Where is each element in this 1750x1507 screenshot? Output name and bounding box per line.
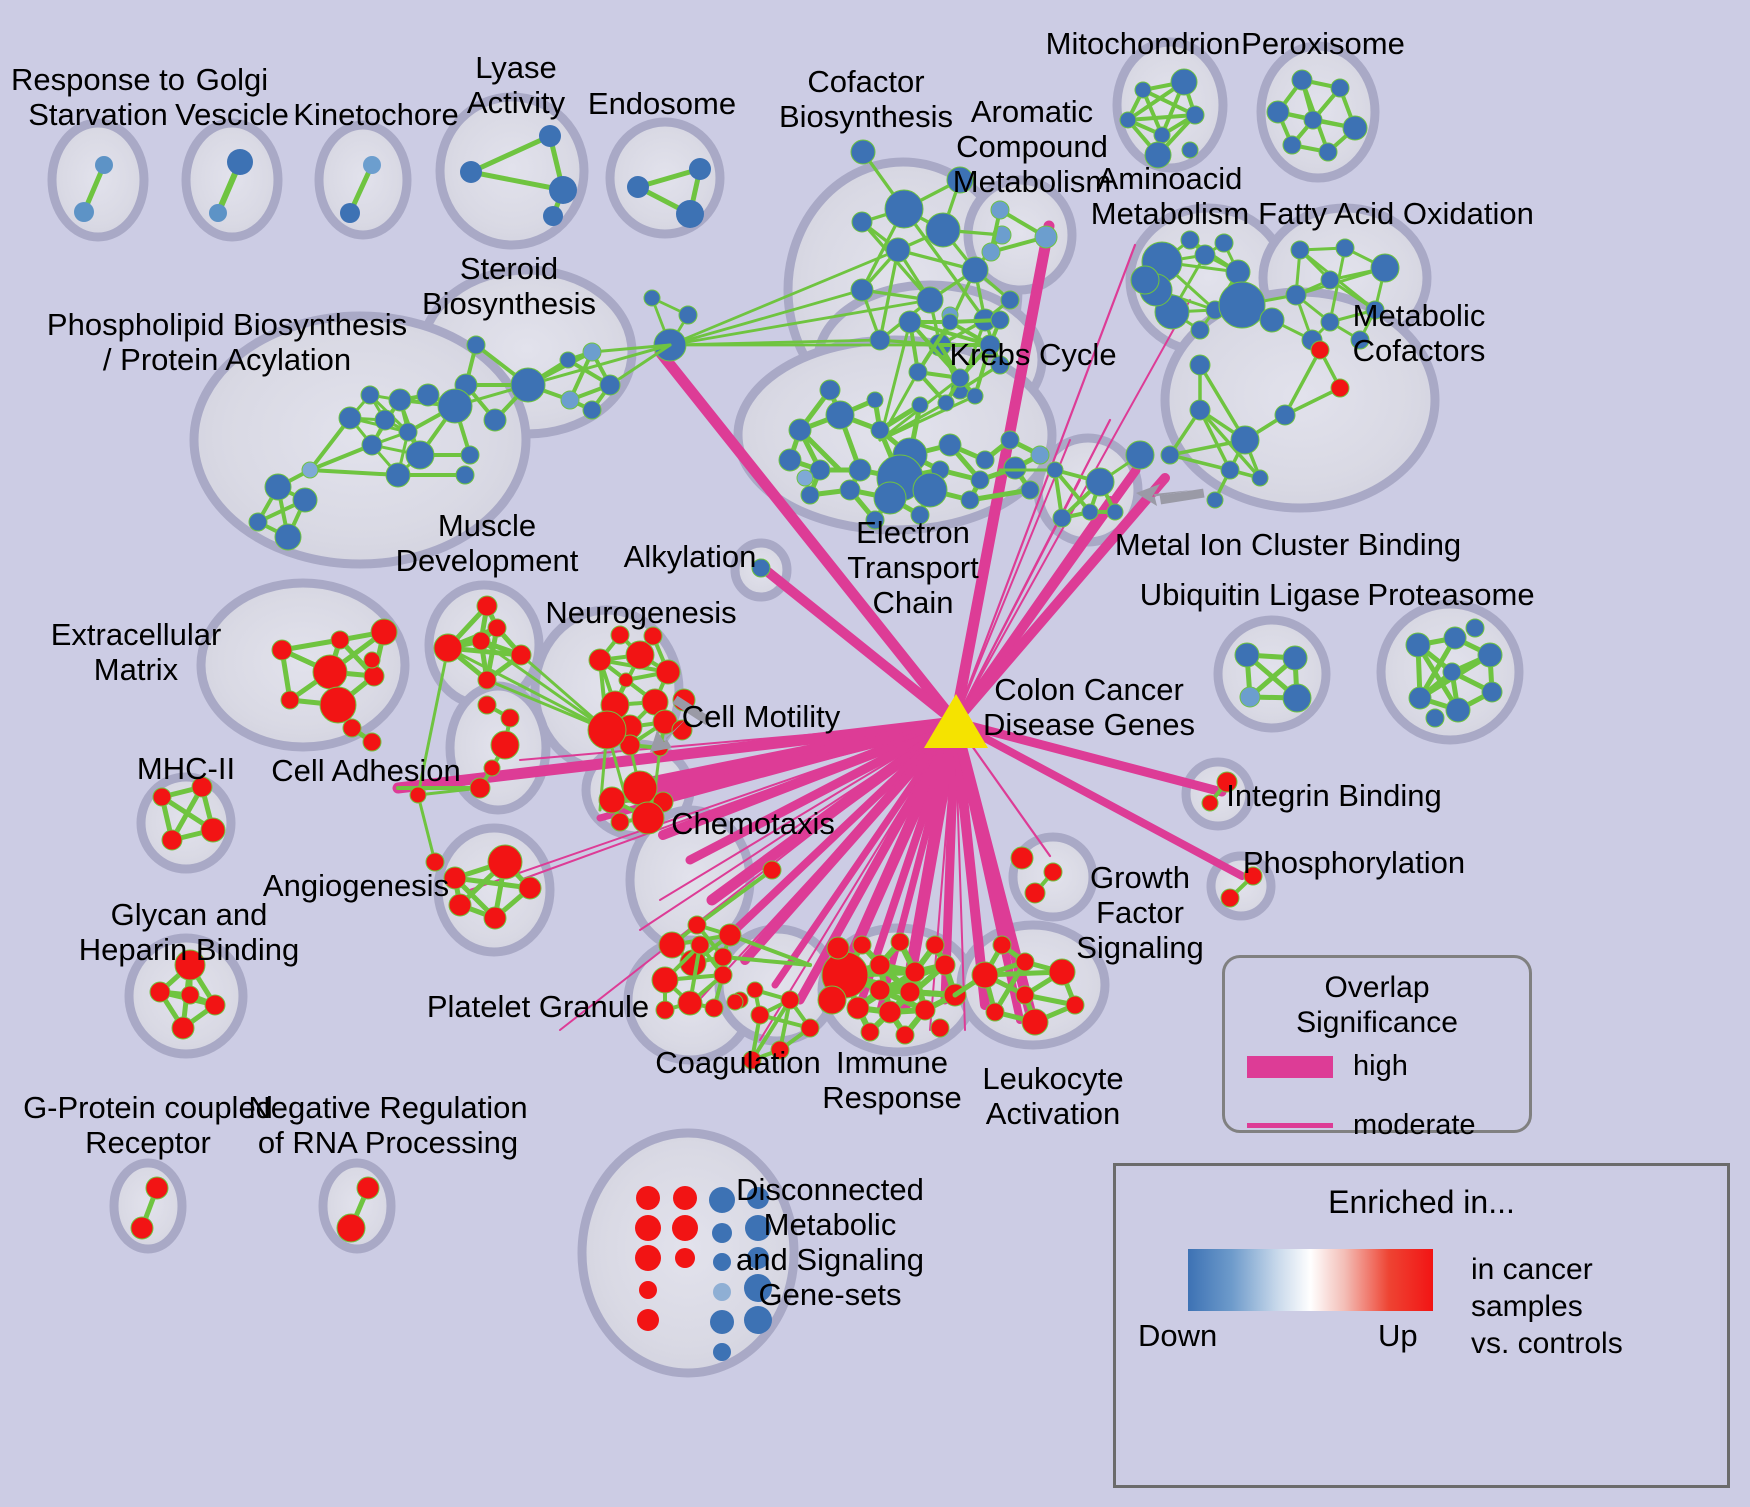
cluster-metabolic-cofactors [1160, 340, 1350, 509]
cluster-response-to-starvation [74, 156, 113, 222]
cluster-platelet-granule [651, 935, 744, 1020]
arrow-cell-motility [650, 695, 711, 752]
legend-enriched-title: Enriched in... [1328, 1184, 1515, 1220]
legend-label-high: high [1353, 1050, 1408, 1082]
cluster-phospholipid-biosynthesis [248, 383, 480, 551]
cluster-proteasome [1405, 618, 1503, 728]
cluster-cell-motility [598, 770, 674, 835]
cluster-alkylation [751, 558, 771, 578]
cluster-aromatic-compound-metabolism [981, 200, 1058, 262]
halo-phospholipid-biosynthesis [189, 311, 531, 569]
legend-row-high: high [1225, 1050, 1529, 1083]
cluster-mhc-ii [152, 776, 226, 851]
cluster-peroxisome [1266, 69, 1368, 162]
legend-overlap-title: Overlap Significance [1296, 971, 1458, 1039]
legend-row-moderate: moderate [1225, 1109, 1529, 1142]
cluster-disconnected-gene-sets [635, 1186, 772, 1361]
cluster-leukocyte-activation [952, 935, 1085, 1036]
hub-edges-moderate [469, 243, 1191, 1041]
cluster-muscle-development [416, 595, 609, 797]
legend-colorbar-gradient [1188, 1249, 1433, 1311]
legend-swatch-high [1247, 1055, 1333, 1078]
legend-label-moderate: moderate [1353, 1109, 1476, 1141]
cluster-mitochondrion [1119, 68, 1205, 169]
legend-enriched-side-text: in cancer samples vs. controls [1471, 1253, 1623, 1360]
legend-overlap-significance: Overlap Significance high moderate [1222, 955, 1532, 1141]
legend-swatch-moderate [1247, 1123, 1333, 1128]
legend-colorbar-high-label: Up [1378, 1318, 1418, 1353]
arrow-metal-ion-cluster-binding [1136, 484, 1205, 506]
cluster-kinetochore [340, 156, 381, 223]
cluster-fatty-acid-oxidation [1218, 238, 1400, 351]
cluster-networks [74, 68, 1503, 1361]
cluster-extracellular-matrix [271, 618, 398, 752]
cluster-negative-regulation-rna [336, 1176, 380, 1243]
cluster-glycan-and-heparin-binding [149, 949, 226, 1040]
hub-node-colon-cancer-disease-genes[interactable] [920, 690, 992, 752]
cluster-endosome [627, 158, 711, 228]
cluster-aminoacid-metabolism [1130, 230, 1251, 340]
annotation-arrows [650, 484, 1205, 752]
cluster-golgi-vescicle [209, 149, 253, 222]
legend-colorbar [1188, 1249, 1433, 1311]
cluster-growth-factor-signaling [1010, 846, 1063, 904]
cluster-lyase-activity [460, 125, 577, 226]
cluster-angiogenesis [425, 844, 542, 930]
legend-colorbar-low-label: Down [1138, 1318, 1218, 1353]
legend-enriched-in: Enriched in... Down Up in cancer samples… [1113, 1163, 1730, 1488]
cluster-integrin-binding [1201, 771, 1238, 812]
cluster-steroid-biosynthesis [453, 335, 672, 432]
cluster-electron-transport-chain [778, 379, 1050, 530]
cluster-cell-adhesion [396, 695, 520, 864]
cluster-g-protein-coupled-receptor [130, 1176, 169, 1240]
cluster-metal-ion-cluster-binding [998, 440, 1155, 528]
cluster-immune-response [817, 932, 967, 1045]
cluster-ubiquitin-ligase [1234, 642, 1312, 713]
cluster-phosphorylation [1220, 866, 1263, 908]
cluster-coagulation [742, 981, 820, 1070]
